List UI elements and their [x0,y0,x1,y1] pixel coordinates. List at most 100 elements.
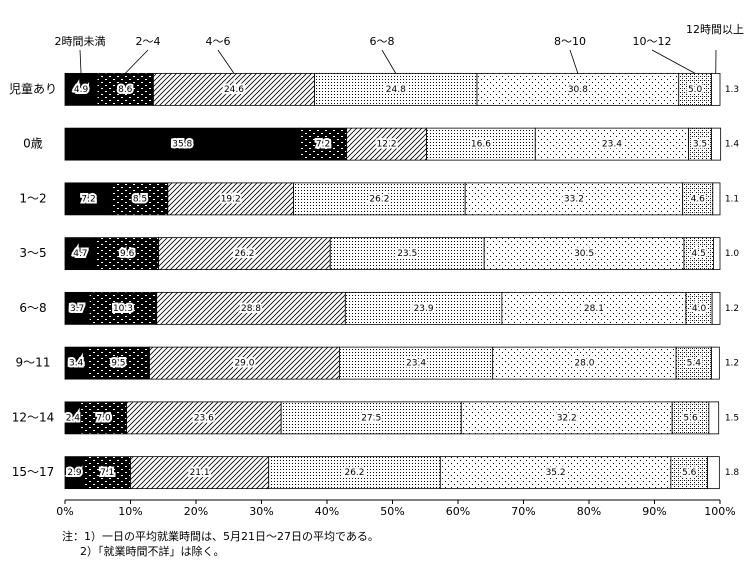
data-label: 7.0 [96,413,111,423]
data-label: 35.2 [546,468,566,478]
data-label: 3.5 [693,140,707,150]
data-label: 4.7 [73,249,87,259]
data-label: 35.8 [172,140,192,150]
bar-segment [64,127,300,161]
x-tick-label: 70% [511,505,535,518]
data-label: 23.5 [397,249,417,259]
category-label: 15～17 [12,465,55,479]
data-label: 1.2 [725,359,739,369]
bar-segment [64,237,97,271]
legend-label: 12時間以上 [686,23,744,36]
data-label: 24.8 [386,85,406,95]
data-label: 21.1 [190,468,210,478]
data-label: 7.2 [316,140,330,150]
legend-label: 8～10 [554,35,586,48]
data-label: 16.6 [471,140,491,150]
data-label: 1.1 [725,194,739,204]
data-label: 29.0 [234,359,254,369]
bar-segment [149,346,340,380]
data-label: 28.8 [241,304,261,314]
data-label: 5.6 [683,413,698,423]
bar-segment [158,237,331,271]
data-label: 3.4 [69,359,84,369]
legend-leader [569,49,579,74]
category-label: 0歳 [23,137,43,151]
bar-segment [682,182,714,216]
bar-segment [476,72,680,106]
bar-segment [678,72,712,106]
x-tick-label: 10% [118,505,142,518]
bar-segment [670,456,708,490]
data-label: 12.2 [377,140,397,150]
category-label: 6～8 [19,301,46,315]
bar-segment [111,182,169,216]
bar-segment [711,72,721,106]
data-label: 1.2 [725,304,739,314]
data-label: 28.1 [584,304,604,314]
data-label: 1.5 [725,413,739,423]
bar-segment [64,182,113,216]
data-label: 23.6 [194,413,214,423]
bar-segment [501,291,687,325]
data-label: 27.5 [361,413,381,423]
legend-label: 2時間未満 [55,35,106,48]
data-label: 1.0 [725,249,740,259]
bar-segment [534,127,689,161]
legend-leader [381,49,397,74]
bar-segment [346,127,427,161]
data-label: 2.9 [67,468,82,478]
data-label: 5.0 [688,85,703,95]
data-label: 1.3 [725,85,739,95]
bar-segment [439,456,672,490]
bar-segment [130,456,270,490]
data-label: 7.1 [100,468,114,478]
category-label: 児童あり [9,81,57,96]
bar-segment [492,346,677,380]
legend-leader [217,49,235,74]
data-label: 30.8 [568,85,588,95]
bar-segment [83,456,131,490]
bar-segment [329,237,485,271]
data-label: 8.6 [118,85,133,95]
data-label: 26.2 [369,194,389,204]
legend-leader [124,49,149,74]
x-tick-label: 0% [56,505,73,518]
data-label: 8.5 [133,194,147,204]
x-tick-label: 30% [249,505,273,518]
data-label: 32.2 [557,413,577,423]
bar-segment [280,401,462,435]
data-label: 9.6 [120,249,135,259]
data-label: 23.4 [602,140,622,150]
bar-segment [80,401,127,435]
bar-segment [683,237,714,271]
data-label: 33.2 [564,194,584,204]
legend-leader [79,49,82,74]
data-label: 23.9 [414,304,434,314]
data-label: 19.2 [221,194,241,204]
data-label: 2.4 [66,413,81,423]
data-label: 5.4 [687,359,702,369]
data-label: 30.5 [574,249,594,259]
x-tick-label: 20% [184,505,208,518]
data-label: 24.6 [224,85,244,95]
bar-segment [707,456,720,490]
data-label: 7.2 [81,194,95,204]
legend-label: 10～12 [633,35,672,48]
bar-segment [711,127,722,161]
data-label: 4.5 [692,249,706,259]
bar-segment [64,72,98,106]
data-label: 5.6 [682,468,697,478]
legend-label: 6～8 [370,35,395,48]
bar-segment [671,401,710,435]
bar-segment [339,346,494,380]
bar-segment [460,401,673,435]
x-tick-label: 90% [642,505,666,518]
data-label: 4.6 [691,194,706,204]
data-label: 10.3 [113,304,133,314]
bar-segment [712,182,721,216]
data-label: 26.2 [234,249,254,259]
category-label: 1～2 [19,191,46,205]
data-label: 26.2 [344,468,364,478]
bar-segment [426,127,536,161]
note: 注：1）一日の平均就業時間は、5月21日～27日の平均である。 [62,529,379,543]
